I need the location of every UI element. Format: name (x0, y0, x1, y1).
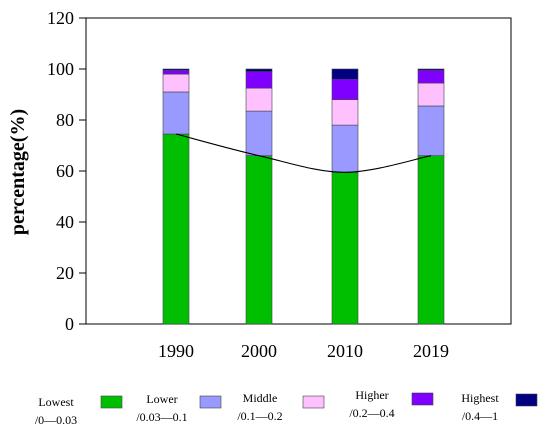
y-tick-label: 60 (56, 161, 74, 181)
bar-highest-1990 (162, 68, 190, 71)
legend-swatch (411, 392, 434, 406)
x-tick-label: 2000 (241, 341, 277, 361)
trend-line-group (175, 133, 432, 173)
legend-range: /0.4—1 (462, 409, 498, 423)
legend-label: Lowest (38, 395, 74, 409)
legend-range: /0.2—0.4 (349, 406, 394, 420)
bar-higher-2019 (417, 69, 445, 84)
y-tick-label: 40 (56, 212, 74, 232)
x-tick-label: 1990 (158, 341, 194, 361)
legend-range: /0.1—0.2 (237, 409, 282, 423)
bar-lowest-2000 (245, 155, 273, 325)
y-tick-label: 120 (47, 8, 74, 28)
legend-label: Middle (243, 391, 278, 405)
trend-line (175, 133, 432, 173)
bar-higher-2010 (331, 78, 359, 100)
y-tick-label: 0 (65, 314, 74, 334)
plot-frame (85, 17, 512, 325)
bars (162, 68, 445, 325)
bar-highest-2000 (245, 68, 273, 72)
bar-lower-2019 (417, 105, 445, 156)
axes (85, 17, 512, 325)
x-tick-label: 2019 (413, 341, 449, 361)
y-axis-label: percentage(%) (7, 109, 29, 235)
bar-lower-1990 (162, 91, 190, 135)
legend-swatch (302, 395, 325, 409)
y-tick-label: 100 (47, 59, 74, 79)
legend-swatch (199, 395, 222, 409)
legend-label: Highest (461, 391, 499, 405)
bar-higher-2000 (245, 71, 273, 89)
bar-middle-1990 (162, 73, 190, 93)
bar-middle-2019 (417, 82, 445, 107)
bar-higher-1990 (162, 69, 190, 75)
bar-lowest-2010 (331, 171, 359, 325)
legend-item-lowest: Lowest/0—0.03 (35, 395, 123, 427)
bar-middle-2000 (245, 87, 273, 112)
legend-item-lower: Lower/0.03—0.1 (136, 392, 222, 424)
bar-highest-2019 (417, 68, 445, 71)
bar-middle-2010 (331, 99, 359, 126)
legend-swatch (100, 395, 123, 409)
y-tick-label: 80 (56, 110, 74, 130)
x-tick-labels: 1990 2000 2010 2019 (158, 341, 449, 361)
x-tick-label: 2010 (327, 341, 363, 361)
bar-lowest-1990 (162, 133, 190, 325)
legend-item-highest: Highest/0.4—1 (461, 391, 538, 423)
legend-label: Lower (146, 392, 177, 406)
legend-label: Higher (355, 388, 388, 402)
y-tick-labels: 0 20 40 60 80 100 120 (47, 8, 86, 334)
legend-swatch (515, 393, 538, 407)
legend: Lowest/0—0.03 Lower/0.03—0.1 Middle/0.1—0.… (35, 388, 538, 427)
legend-range: /0.03—0.1 (136, 410, 187, 424)
legend-item-middle: Middle/0.1—0.2 (237, 391, 325, 423)
bar-highest-2010 (331, 68, 359, 80)
legend-item-higher: Higher/0.2—0.4 (349, 388, 434, 420)
y-tick-label: 20 (56, 263, 74, 283)
bar-lower-2010 (331, 124, 359, 173)
legend-range: /0—0.03 (35, 413, 77, 427)
bar-lower-2000 (245, 110, 273, 156)
bar-lowest-2019 (417, 155, 445, 325)
